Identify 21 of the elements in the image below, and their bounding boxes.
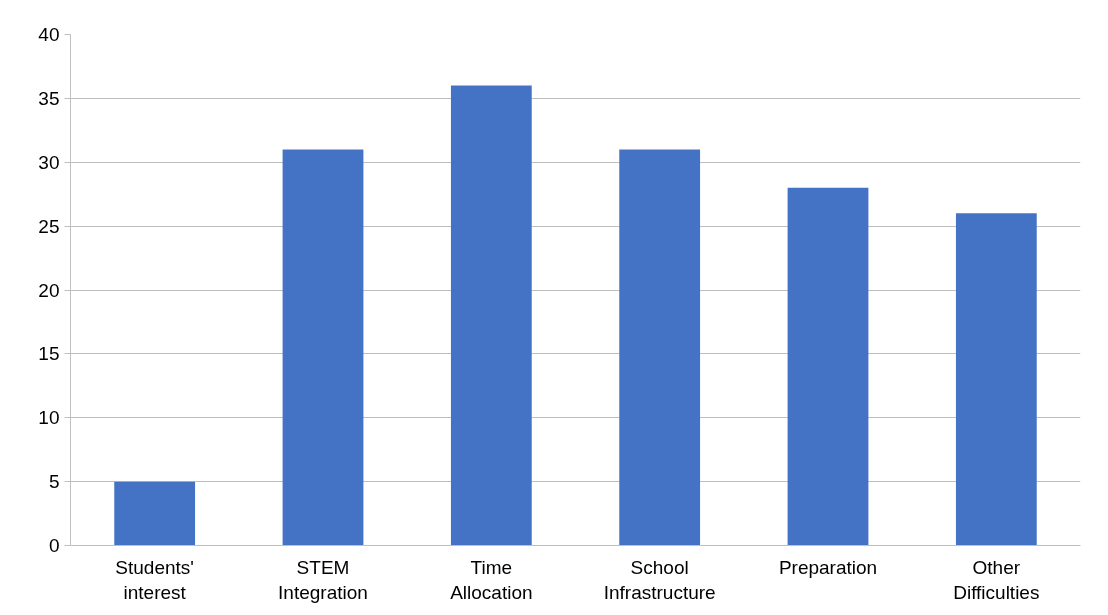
bar bbox=[619, 149, 701, 546]
bar bbox=[955, 213, 1037, 546]
y-tick-label: 15 bbox=[38, 343, 60, 365]
y-tick-label: 20 bbox=[38, 279, 60, 301]
y-tick-label: 5 bbox=[48, 471, 60, 493]
y-tick-label: 40 bbox=[38, 24, 60, 45]
x-tick-label: Preparation bbox=[778, 556, 878, 578]
y-tick-label: 25 bbox=[38, 215, 60, 237]
y-tick-label: 35 bbox=[38, 87, 60, 109]
y-tick-label: 10 bbox=[38, 407, 60, 429]
bar bbox=[450, 85, 532, 546]
x-tick-label: Other Difficulties bbox=[953, 556, 1040, 603]
x-tick-label: STEM Integration bbox=[278, 556, 368, 603]
y-tick-label: 0 bbox=[48, 535, 60, 556]
bar bbox=[114, 481, 196, 546]
y-tick-label: 30 bbox=[38, 151, 60, 173]
bar bbox=[282, 149, 364, 546]
x-tick-label: Time Allocation bbox=[450, 556, 533, 603]
x-tick-label: Students' interest bbox=[115, 556, 194, 603]
x-tick-label: School Infrastructure bbox=[603, 556, 716, 603]
bar bbox=[787, 187, 869, 546]
